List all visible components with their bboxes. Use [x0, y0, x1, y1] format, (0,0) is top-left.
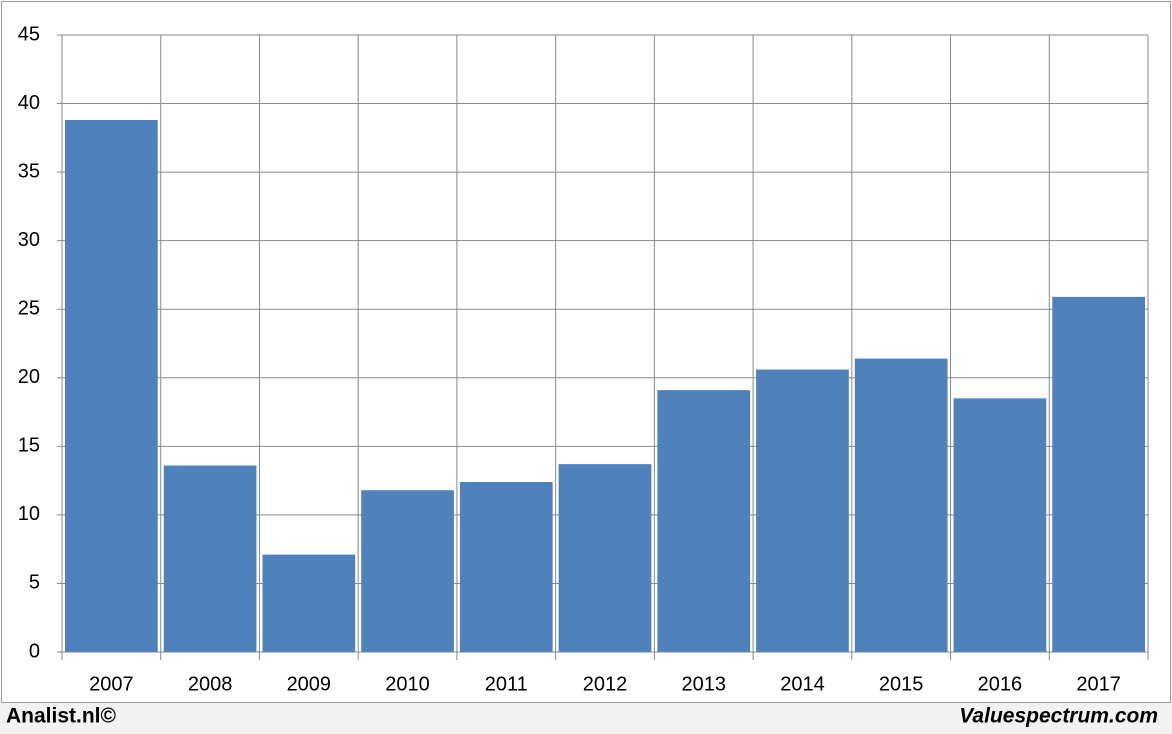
bar	[459, 481, 553, 652]
x-tick-label: 2007	[89, 673, 134, 695]
y-tick-label: 35	[18, 160, 40, 182]
y-tick-label: 15	[18, 435, 40, 457]
bar	[1052, 296, 1145, 652]
source-right: Valuespectrum.com	[959, 705, 1158, 728]
y-tick-label: 10	[18, 503, 40, 525]
x-tick-label: 2010	[385, 673, 430, 695]
bar	[65, 120, 158, 652]
bar	[163, 465, 257, 652]
footer-band	[0, 703, 1172, 734]
bar	[262, 554, 356, 652]
x-tick-label: 2013	[681, 673, 726, 695]
x-tick-label: 2016	[978, 673, 1023, 695]
y-tick-label: 45	[18, 23, 40, 45]
y-tick-label: 25	[18, 298, 40, 320]
y-tick-label: 20	[18, 366, 40, 388]
x-tick-label: 2008	[188, 673, 233, 695]
y-tick-label: 5	[29, 572, 40, 594]
y-tick-label: 40	[18, 92, 40, 114]
y-tick-label: 30	[18, 229, 40, 251]
bar	[558, 464, 652, 652]
source-left: Analist.nl©	[6, 705, 117, 728]
bar	[657, 390, 751, 652]
chart-border	[1, 1, 1171, 703]
bar	[953, 398, 1047, 652]
x-tick-label: 2012	[583, 673, 628, 695]
bar	[854, 358, 948, 652]
x-tick-label: 2017	[1076, 673, 1121, 695]
bar	[756, 369, 849, 652]
x-tick-label: 2015	[879, 673, 924, 695]
x-tick-label: 2011	[485, 673, 528, 695]
x-tick-label: 2014	[780, 673, 825, 695]
bar	[361, 490, 454, 652]
y-tick-label: 0	[29, 640, 40, 662]
x-tick-label: 2009	[287, 673, 332, 695]
